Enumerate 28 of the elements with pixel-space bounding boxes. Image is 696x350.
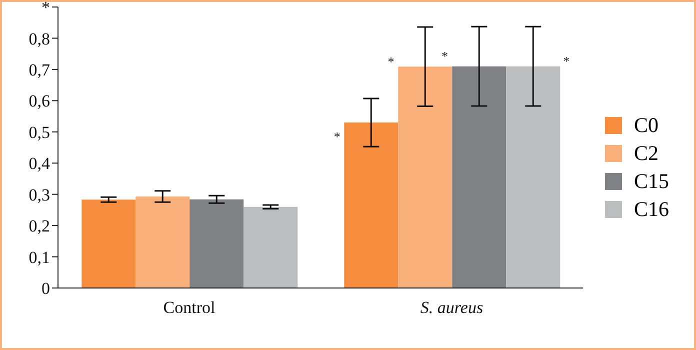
annotation: * [442,48,448,64]
y-tick-label: 0,3 [28,185,50,204]
bar [82,200,136,288]
legend-label: C2 [634,140,659,166]
bar [452,66,506,288]
y-tick-label: 0,5 [28,122,50,142]
bar [506,66,560,288]
x-tick-label: Control [163,298,216,317]
x-tick-label: S. aureus [420,298,484,317]
legend-label: C0 [634,112,659,138]
y-tick-label: 0,4 [28,154,50,174]
annotation: * [388,54,394,69]
bar [136,196,190,288]
bar [244,206,298,288]
annotation: * [563,54,570,69]
bar [398,66,452,288]
y-tick-label: 0,2 [28,216,50,236]
legend-label: C16 [634,196,670,222]
legend-label: C15 [634,168,670,194]
bar [190,199,244,288]
y-tick-label: 0,1 [28,248,50,267]
y-tick-label: 0,7 [28,60,50,80]
annotation: * [334,128,340,144]
y-tick-label: * [42,0,50,18]
bar [344,122,398,288]
y-tick-label: 0,8 [28,29,50,48]
y-tick-label: 0 [42,279,50,298]
y-tick-label: 0,6 [28,92,50,111]
